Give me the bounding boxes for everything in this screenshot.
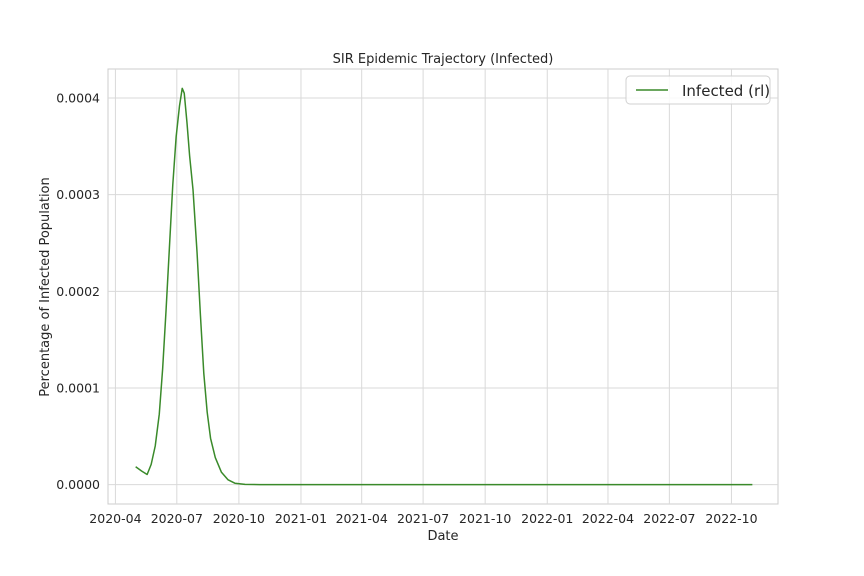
series-group xyxy=(135,87,753,486)
chart-title: SIR Epidemic Trajectory (Infected) xyxy=(333,52,554,67)
series-line-infected xyxy=(135,87,753,486)
plot-area xyxy=(107,68,779,505)
x-tick-labels: 2020-04 2020-07 2020-10 2021-01 2021-04 2021-… xyxy=(89,511,757,526)
x-tick-label: 2021-10 xyxy=(459,511,511,526)
x-tick-label: 2022-01 xyxy=(521,511,573,526)
y-tick-labels: 0.0000 0.0001 0.0002 0.0003 0.0004 xyxy=(56,91,100,493)
x-tick-label: 2021-07 xyxy=(397,511,449,526)
x-tick-label: 2020-04 xyxy=(89,511,141,526)
x-tick-label: 2020-10 xyxy=(213,511,265,526)
y-tick-label: 0.0004 xyxy=(56,91,100,106)
y-tick-label: 0.0003 xyxy=(56,187,100,202)
x-tick-label: 2020-07 xyxy=(151,511,203,526)
x-axis-label: Date xyxy=(427,529,458,544)
legend: Infected (rl) xyxy=(625,75,771,105)
x-tick-label: 2022-10 xyxy=(705,511,757,526)
legend-box xyxy=(625,75,771,105)
x-gridlines xyxy=(114,69,732,504)
x-tick-label: 2022-04 xyxy=(582,511,634,526)
y-axis-label: Percentage of Infected Population xyxy=(38,177,53,397)
x-tick-label: 2022-07 xyxy=(643,511,695,526)
x-tick-label: 2021-01 xyxy=(275,511,327,526)
y-tick-label: 0.0001 xyxy=(56,381,100,396)
y-tick-label: 0.0000 xyxy=(56,477,100,492)
legend-label: Infected (rl) xyxy=(682,82,770,100)
y-tick-label: 0.0002 xyxy=(56,284,100,299)
x-tick-label: 2021-04 xyxy=(336,511,388,526)
